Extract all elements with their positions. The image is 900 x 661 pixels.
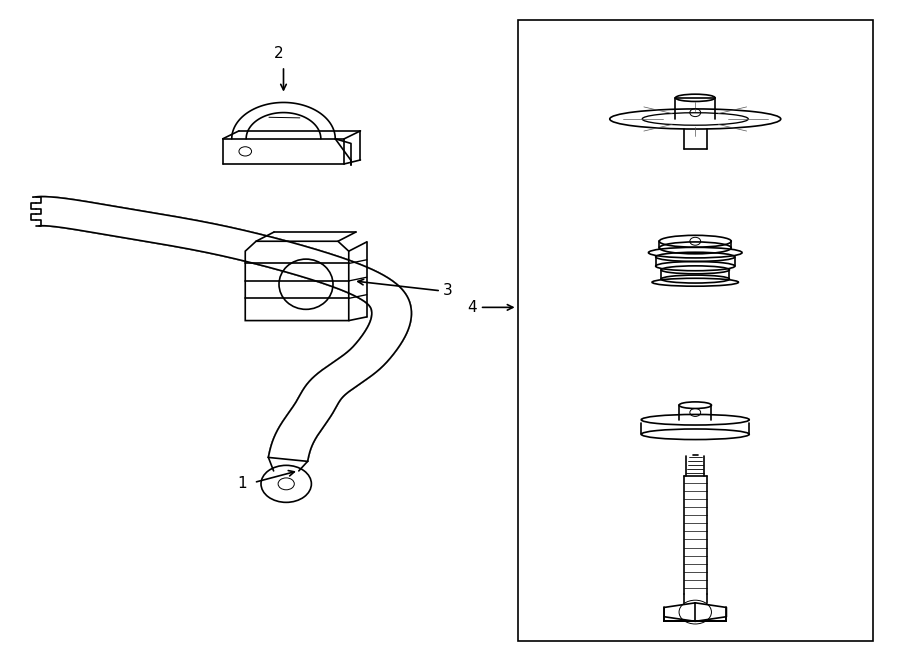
Text: 3: 3 xyxy=(443,284,453,298)
Text: 4: 4 xyxy=(467,300,477,315)
Text: 1: 1 xyxy=(237,477,247,491)
Text: 2: 2 xyxy=(274,46,284,61)
Bar xyxy=(518,20,873,641)
Polygon shape xyxy=(32,196,411,461)
